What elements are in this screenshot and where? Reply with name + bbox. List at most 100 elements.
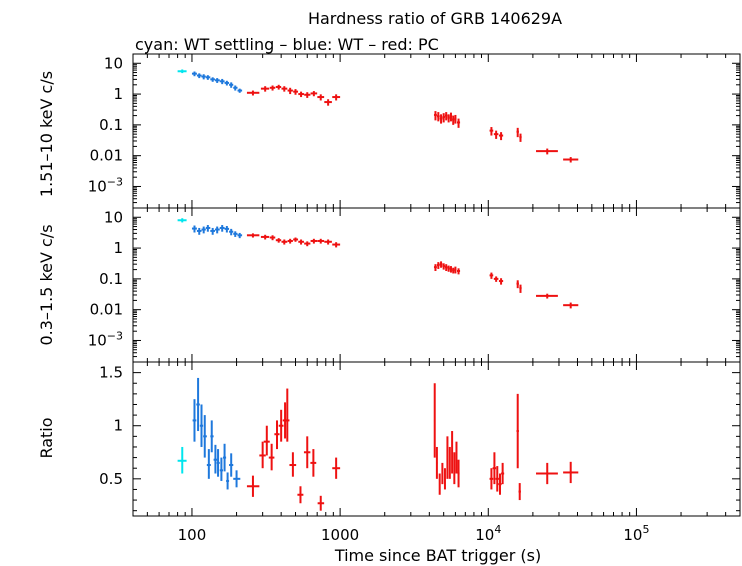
- y-tick-label: 10: [104, 208, 123, 226]
- data-point: [324, 99, 332, 106]
- data-point: [332, 242, 341, 248]
- data-point: [451, 431, 454, 474]
- data-point: [317, 495, 325, 511]
- data-point: [205, 225, 211, 232]
- y-tick-label: 0.1: [99, 270, 123, 288]
- data-point: [281, 239, 288, 245]
- data-point: [293, 237, 299, 242]
- data-point: [304, 92, 311, 98]
- data-point: [297, 486, 304, 504]
- data-point: [452, 267, 455, 274]
- data-point: [233, 470, 241, 488]
- data-point: [332, 94, 341, 101]
- data-point: [223, 443, 227, 472]
- data-point: [293, 89, 299, 95]
- data-point: [259, 441, 266, 469]
- data-point: [263, 425, 270, 456]
- y-tick-label: 1: [113, 417, 123, 435]
- data-point: [449, 112, 453, 122]
- y-tick-label: 1: [113, 85, 123, 103]
- data-point: [304, 241, 311, 247]
- data-point: [219, 78, 225, 85]
- data-point: [563, 461, 579, 484]
- data-point: [303, 436, 311, 469]
- x-axis-label: Time since BAT trigger (s): [334, 546, 541, 565]
- data-point: [489, 127, 494, 136]
- data-point: [281, 86, 288, 92]
- data-point: [447, 265, 450, 272]
- data-point: [519, 133, 522, 142]
- data-point: [206, 449, 211, 479]
- series-pc: [246, 383, 579, 511]
- data-point: [519, 284, 522, 293]
- data-point: [287, 87, 293, 95]
- data-point: [287, 238, 293, 244]
- data-point: [501, 462, 505, 485]
- data-point: [456, 268, 461, 275]
- data-point: [246, 475, 260, 497]
- data-point: [199, 404, 204, 447]
- data-point: [435, 446, 438, 479]
- data-point: [177, 446, 187, 474]
- data-point: [233, 231, 238, 237]
- data-point: [493, 130, 499, 139]
- x-tick-label: 104: [475, 523, 501, 544]
- data-point: [224, 226, 230, 233]
- data-point: [269, 235, 276, 241]
- data-point: [489, 468, 494, 490]
- data-point: [289, 452, 297, 477]
- y-axis-label-hard: 1.51–10 keV c/s: [37, 71, 56, 197]
- y-tick-label: 0.1: [99, 116, 123, 134]
- x-tick-label: 105: [623, 523, 649, 544]
- data-point: [439, 261, 443, 268]
- data-point: [191, 225, 197, 233]
- chart-title: Hardness ratio of GRB 140629A: [308, 9, 562, 28]
- data-point: [226, 472, 230, 490]
- data-point: [433, 264, 437, 272]
- series-pc: [246, 84, 579, 163]
- data-point: [298, 239, 304, 245]
- data-point: [285, 388, 290, 442]
- data-point: [310, 238, 318, 244]
- chart-subtitle: cyan: WT settling – blue: WT – red: PC: [135, 35, 439, 54]
- y-tick-label: 10: [104, 54, 123, 72]
- data-point: [516, 393, 519, 469]
- data-point: [201, 74, 206, 80]
- data-point: [214, 78, 220, 83]
- data-point: [447, 114, 450, 123]
- data-point: [518, 483, 521, 501]
- data-point: [317, 238, 325, 244]
- data-point: [275, 84, 282, 90]
- panel-soft: 10 1 0.1 0.01 10−3: [88, 207, 741, 363]
- data-point: [448, 446, 451, 479]
- data-point: [246, 90, 260, 96]
- panel-hard: 10 1 0.1 0.01 10−3: [88, 53, 741, 209]
- data-point: [213, 444, 218, 474]
- data-point: [498, 473, 502, 495]
- data-point: [442, 263, 445, 270]
- series-wt: [191, 71, 243, 93]
- data-point: [442, 113, 445, 123]
- y-tick-label: 10−3: [88, 175, 123, 195]
- series-wt: [192, 377, 241, 490]
- data-point: [444, 112, 448, 121]
- x-tick-label: 1000: [321, 526, 359, 544]
- y-tick-label: 1.5: [99, 364, 123, 382]
- data-point: [214, 226, 220, 234]
- data-point: [177, 218, 187, 223]
- data-point: [439, 114, 443, 124]
- data-point: [436, 112, 440, 122]
- data-point: [260, 234, 270, 240]
- data-point: [203, 415, 207, 458]
- data-point: [433, 383, 436, 458]
- data-point: [224, 80, 230, 86]
- y-tick-label: 10−3: [88, 329, 123, 349]
- data-point: [268, 443, 275, 471]
- data-point: [274, 420, 280, 450]
- data-point: [516, 127, 519, 138]
- data-point: [457, 459, 460, 488]
- data-point: [443, 468, 446, 490]
- data-point: [310, 449, 317, 477]
- panels-layer: 10 1 0.1 0.01 10−3 10 1 0.1 0.01 10−3 1.5 1 0.5 100 10…: [88, 53, 741, 544]
- data-point: [455, 441, 458, 474]
